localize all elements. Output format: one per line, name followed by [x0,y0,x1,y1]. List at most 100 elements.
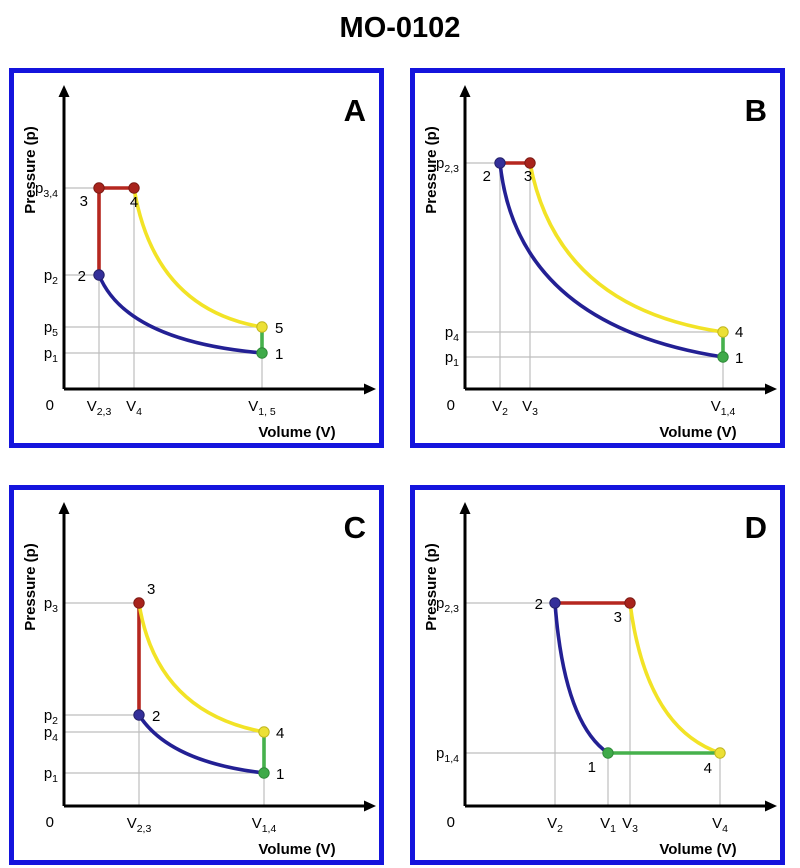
process-curve-yellow [528,161,725,334]
state-point-label-3: 3 [80,193,88,210]
y-tick-label: p1 [44,765,58,785]
x-tick-label: V4 [126,398,142,418]
panel-letter-A: A [344,93,366,128]
panel-c: 3 2 4 1 p3 p2 p4 p1 V2,3 V1,4 0 Pressure (p) Volume … [9,485,384,865]
page: MO-0102 3 4 2 5 1 p3,4 p2 p5 p1 V2,3 V4 V1, 5 0 Press… [0,12,800,865]
y-tick-label: p1 [44,345,58,365]
state-point-3 [624,597,636,609]
state-point-label-2: 2 [152,708,160,725]
y-axis-arrow-icon [459,85,471,97]
process-curve-blue [553,601,610,755]
origin-label: 0 [46,814,54,831]
state-point-1 [258,767,270,779]
y-axis-title: Pressure (p) [22,543,39,631]
state-point-label-5: 5 [275,320,283,337]
state-point-label-4: 4 [276,725,284,742]
y-tick-label: p1,4 [436,745,459,765]
x-axis-title: Volume (V) [258,841,335,858]
x-tick-label: V2 [547,815,563,835]
origin-label: 0 [46,397,54,414]
state-point-1 [602,747,614,759]
x-axis-title: Volume (V) [258,424,335,441]
state-point-label-1: 1 [275,346,283,363]
state-point-4 [128,182,140,194]
x-axis-title: Volume (V) [659,424,736,441]
state-point-label-2: 2 [483,168,491,185]
y-tick-label: p4 [445,324,459,344]
state-point-label-4: 4 [735,324,743,341]
y-tick-label: p3 [44,595,58,615]
state-point-1 [256,347,268,359]
x-tick-label: V1,4 [252,815,277,835]
state-point-4 [714,747,726,759]
process-curve-yellow [628,601,722,755]
state-point-2 [549,597,561,609]
state-point-label-1: 1 [276,766,284,783]
process-curve-yellow [132,186,264,329]
x-tick-label: V1, 5 [248,398,276,418]
state-point-1 [717,351,729,363]
state-point-2 [133,709,145,721]
y-axis-arrow-icon [58,502,70,514]
x-axis-title: Volume (V) [659,841,736,858]
process-curve-yellow [137,601,266,734]
process-curve-blue [97,273,264,355]
x-axis-arrow-icon [765,383,777,395]
y-axis-title: Pressure (p) [22,126,39,214]
x-tick-label: V4 [712,815,728,835]
y-tick-label: p4 [44,724,58,744]
y-tick-label: p5 [44,319,58,339]
y-tick-label: p1 [445,349,459,369]
x-tick-label: V1,4 [711,398,736,418]
page-title: MO-0102 [339,12,461,44]
y-axis-arrow-icon [459,502,471,514]
process-curve-blue [498,161,725,359]
y-tick-label: p2 [44,707,58,727]
panel-grid: 3 4 2 5 1 p3,4 p2 p5 p1 V2,3 V4 V1, 5 0 Pressure (p) V… [0,68,800,865]
state-point-label-1: 1 [735,350,743,367]
state-point-label-2: 2 [535,596,543,613]
x-tick-label: V1 [600,815,616,835]
panel-a: 3 4 2 5 1 p3,4 p2 p5 p1 V2,3 V4 V1, 5 0 Pressure (p) V… [9,68,384,448]
x-axis-arrow-icon [364,383,376,395]
state-point-label-1: 1 [588,759,596,776]
state-point-label-2: 2 [78,268,86,285]
x-tick-label: V2,3 [127,815,152,835]
panel-b: 2 3 4 1 p2,3 p4 p1 V2 V3 V1,4 0 Pressure (p) Volume … [410,68,785,448]
x-axis-arrow-icon [364,800,376,812]
origin-label: 0 [447,814,455,831]
state-point-3 [524,157,536,169]
pv-diagram-B: 2 3 4 1 p2,3 p4 p1 V2 V3 V1,4 0 Pressure (p) Volume … [423,85,777,441]
y-tick-label: p2,3 [436,155,459,175]
y-axis-title: Pressure (p) [423,543,440,631]
state-point-label-4: 4 [704,760,712,777]
state-point-label-4: 4 [130,194,138,211]
y-tick-label: p3,4 [35,180,58,200]
x-axis-arrow-icon [765,800,777,812]
state-point-2 [494,157,506,169]
origin-label: 0 [447,397,455,414]
x-tick-label: V2,3 [87,398,112,418]
x-tick-label: V3 [522,398,538,418]
y-axis-title: Pressure (p) [423,126,440,214]
state-point-4 [717,326,729,338]
panel-letter-C: C [344,510,366,545]
panel-letter-B: B [745,93,767,128]
state-point-3 [133,597,145,609]
state-point-label-3: 3 [147,581,155,598]
process-curve-blue [137,713,266,775]
state-point-5 [256,321,268,333]
state-point-4 [258,726,270,738]
panel-letter-D: D [745,510,767,545]
state-point-2 [93,269,105,281]
pv-diagram-D: 2 3 1 4 p2,3 p1,4 V2 V1 V3 V4 0 Pressure (p) Volume … [423,502,777,858]
panel-d: 2 3 1 4 p2,3 p1,4 V2 V1 V3 V4 0 Pressure (p) Volume … [410,485,785,865]
pv-diagram-A: 3 4 2 5 1 p3,4 p2 p5 p1 V2,3 V4 V1, 5 0 Pressure (p) V… [22,85,376,441]
y-tick-label: p2 [44,267,58,287]
state-point-3 [93,182,105,194]
y-tick-label: p2,3 [436,595,459,615]
state-point-label-3: 3 [524,168,532,185]
x-tick-label: V3 [622,815,638,835]
x-tick-label: V2 [492,398,508,418]
